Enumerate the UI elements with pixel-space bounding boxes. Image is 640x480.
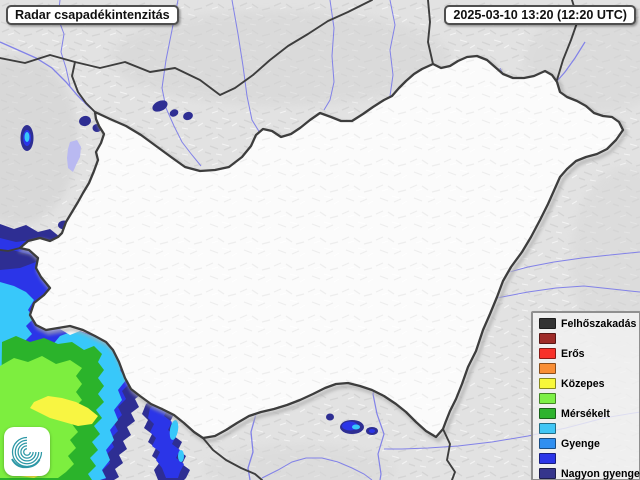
- cyclone-spiral-icon: [11, 436, 43, 468]
- legend-row: Erős: [539, 346, 639, 361]
- timestamp: 2025-03-10 13:20 (12:20 UTC): [453, 8, 627, 22]
- legend-color-swatch: [539, 468, 556, 479]
- legend-color-swatch: [539, 318, 556, 329]
- legend-row: [539, 361, 639, 376]
- lake-ferto: [67, 140, 81, 172]
- legend-row: Nagyon gyenge: [539, 466, 640, 480]
- map-title-box: Radar csapadékintenzitás: [6, 5, 179, 25]
- legend-color-swatch: [539, 408, 556, 419]
- legend-color-swatch: [539, 453, 556, 464]
- legend-color-swatch: [539, 333, 556, 344]
- legend-label: Felhőszakadás: [561, 317, 637, 330]
- legend-color-swatch: [539, 438, 556, 449]
- legend-row: [539, 421, 639, 436]
- country-borders: [0, 0, 625, 480]
- legend-color-swatch: [539, 393, 556, 404]
- legend-label: Közepes: [561, 377, 605, 390]
- legend-color-swatch: [539, 423, 556, 434]
- legend-label: Gyenge: [561, 437, 600, 450]
- legend-row: Gyenge: [539, 436, 639, 451]
- legend-row: [539, 331, 639, 346]
- legend-row: Közepes: [539, 376, 639, 391]
- timestamp-box: 2025-03-10 13:20 (12:20 UTC): [444, 5, 636, 25]
- legend-row: [539, 391, 639, 406]
- legend-color-swatch: [539, 348, 556, 359]
- legend-label: Erős: [561, 347, 585, 360]
- legend-row: Mérsékelt: [539, 406, 639, 421]
- intensity-legend: Felhőszakadás Erős Közepes Mérsékelt: [531, 311, 640, 480]
- legend-label: Nagyon gyenge: [561, 467, 640, 480]
- legend-label: Mérsékelt: [561, 407, 610, 420]
- weather-service-logo: [4, 427, 50, 476]
- legend-color-swatch: [539, 363, 556, 374]
- legend-color-swatch: [539, 378, 556, 389]
- legend-row: [539, 451, 639, 466]
- map-title: Radar csapadékintenzitás: [15, 8, 170, 22]
- legend-row: Felhőszakadás: [539, 316, 639, 331]
